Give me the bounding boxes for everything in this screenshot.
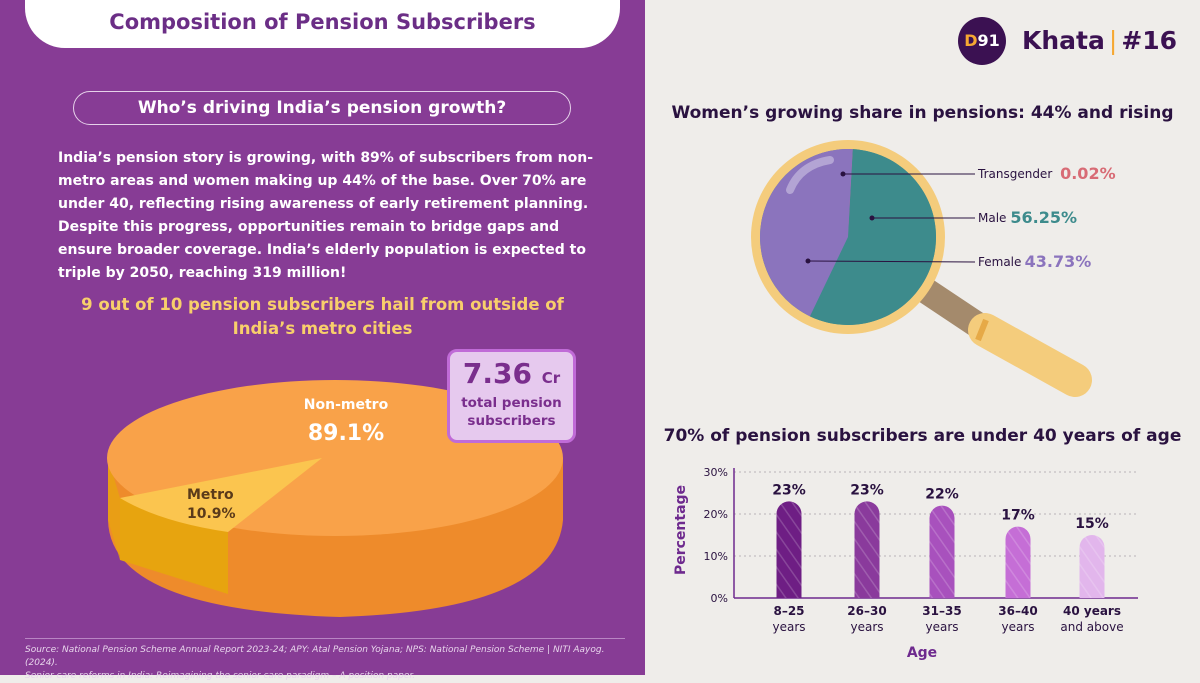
metro-chart-title-line1: 9 out of 10 pension subscribers hail fro… bbox=[81, 295, 564, 314]
intro-text: India’s pension story is growing, with 8… bbox=[58, 147, 598, 285]
male-label: Male bbox=[978, 211, 1006, 225]
non-metro-value: 89.1% bbox=[308, 421, 384, 446]
y-tick-label: 20% bbox=[704, 508, 728, 521]
age-bar-value: 15% bbox=[1075, 516, 1109, 532]
age-bar-texture bbox=[1005, 526, 1031, 598]
metro-label: Metro bbox=[187, 487, 234, 503]
age-chart-title: 70% of pension subscribers are under 40 … bbox=[663, 426, 1182, 446]
magnifier-handle-band bbox=[975, 318, 989, 342]
transgender-value: 0.02% bbox=[1060, 164, 1116, 183]
age-bar-value: 22% bbox=[925, 487, 959, 503]
transgender-slice bbox=[848, 149, 853, 237]
metro-slice bbox=[120, 458, 322, 532]
callout-line2: subscribers bbox=[467, 413, 556, 429]
callout-unit: Cr bbox=[541, 369, 561, 387]
gender-chart-title: Women’s growing share in pensions: 44% a… bbox=[671, 103, 1174, 123]
transgender-label: Transgender bbox=[977, 167, 1052, 181]
lens-highlight bbox=[786, 156, 834, 194]
metro-slice-side-edge bbox=[108, 458, 120, 560]
age-category-label: 8–25 bbox=[773, 604, 804, 618]
female-label: Female bbox=[978, 255, 1021, 269]
non-metro-label: Non-metro bbox=[304, 397, 389, 413]
age-category-sublabel: and above bbox=[1060, 620, 1123, 634]
age-bar-texture bbox=[854, 501, 880, 598]
callout-line1: total pension bbox=[461, 395, 562, 411]
age-x-axis-label: Age bbox=[907, 645, 937, 661]
age-bar-texture bbox=[776, 501, 802, 598]
total-subscribers-callout: 7.36 Cr total pension subscribers bbox=[447, 349, 576, 443]
d91-logo: D91 bbox=[958, 17, 1006, 65]
age-bar-texture bbox=[1079, 535, 1105, 598]
age-category-label: 26–30 bbox=[847, 604, 886, 618]
female-slice bbox=[760, 149, 853, 317]
intro-paragraph-2: Despite this progress, opportunities rem… bbox=[58, 219, 586, 281]
right-panel bbox=[645, 0, 1200, 675]
left-panel: Composition of Pension Subscribers Who’s… bbox=[0, 0, 645, 681]
age-y-axis-label: Percentage bbox=[673, 485, 689, 575]
y-tick-label: 10% bbox=[704, 550, 728, 563]
metro-chart-title: 9 out of 10 pension subscribers hail fro… bbox=[40, 293, 605, 341]
logo-number: 91 bbox=[977, 31, 1000, 50]
age-bar-value: 23% bbox=[850, 482, 884, 498]
question-pill: Who’s driving India’s pension growth? bbox=[73, 91, 571, 125]
age-category-sublabel: years bbox=[850, 620, 883, 634]
brand-divider: | bbox=[1108, 26, 1118, 55]
intro-paragraph-1: India’s pension story is growing, with 8… bbox=[58, 150, 594, 212]
age-category-sublabel: years bbox=[925, 620, 958, 634]
age-category-label: 36–40 bbox=[998, 604, 1037, 618]
metro-slice-side bbox=[120, 498, 228, 594]
page-title: Composition of Pension Subscribers bbox=[109, 10, 536, 34]
metro-pie-chart: Non-metro 89.1% Metro 10.9% bbox=[107, 380, 563, 617]
y-tick-label: 0% bbox=[711, 592, 728, 605]
age-bar-value: 17% bbox=[1001, 508, 1035, 524]
age-bar-texture bbox=[929, 505, 955, 598]
callout-value: 7.36 bbox=[462, 357, 532, 390]
y-tick-label: 30% bbox=[704, 466, 728, 479]
age-bar-value: 23% bbox=[772, 482, 806, 498]
male-slice bbox=[809, 149, 936, 325]
logo-prefix: D bbox=[964, 31, 978, 50]
age-category-sublabel: years bbox=[772, 620, 805, 634]
brand-name: Khata bbox=[1022, 26, 1105, 55]
callout-value-line: 7.36 Cr bbox=[450, 358, 573, 394]
brand-title: Khata | #16 bbox=[1022, 26, 1177, 55]
metro-value: 10.9% bbox=[187, 506, 236, 522]
title-banner bbox=[25, 0, 620, 48]
age-category-label: 31–35 bbox=[922, 604, 961, 618]
male-value: 56.25% bbox=[1010, 208, 1077, 227]
female-value: 43.73% bbox=[1025, 252, 1092, 271]
issue-number: #16 bbox=[1121, 26, 1178, 55]
magnifier-handle bbox=[968, 313, 1092, 397]
age-category-label: 40 years bbox=[1063, 604, 1121, 618]
metro-chart-title-line2: India’s metro cities bbox=[232, 319, 413, 338]
age-category-sublabel: years bbox=[1001, 620, 1034, 634]
source-line-1: Source: National Pension Scheme Annual R… bbox=[25, 645, 605, 668]
female-leader bbox=[807, 260, 976, 263]
